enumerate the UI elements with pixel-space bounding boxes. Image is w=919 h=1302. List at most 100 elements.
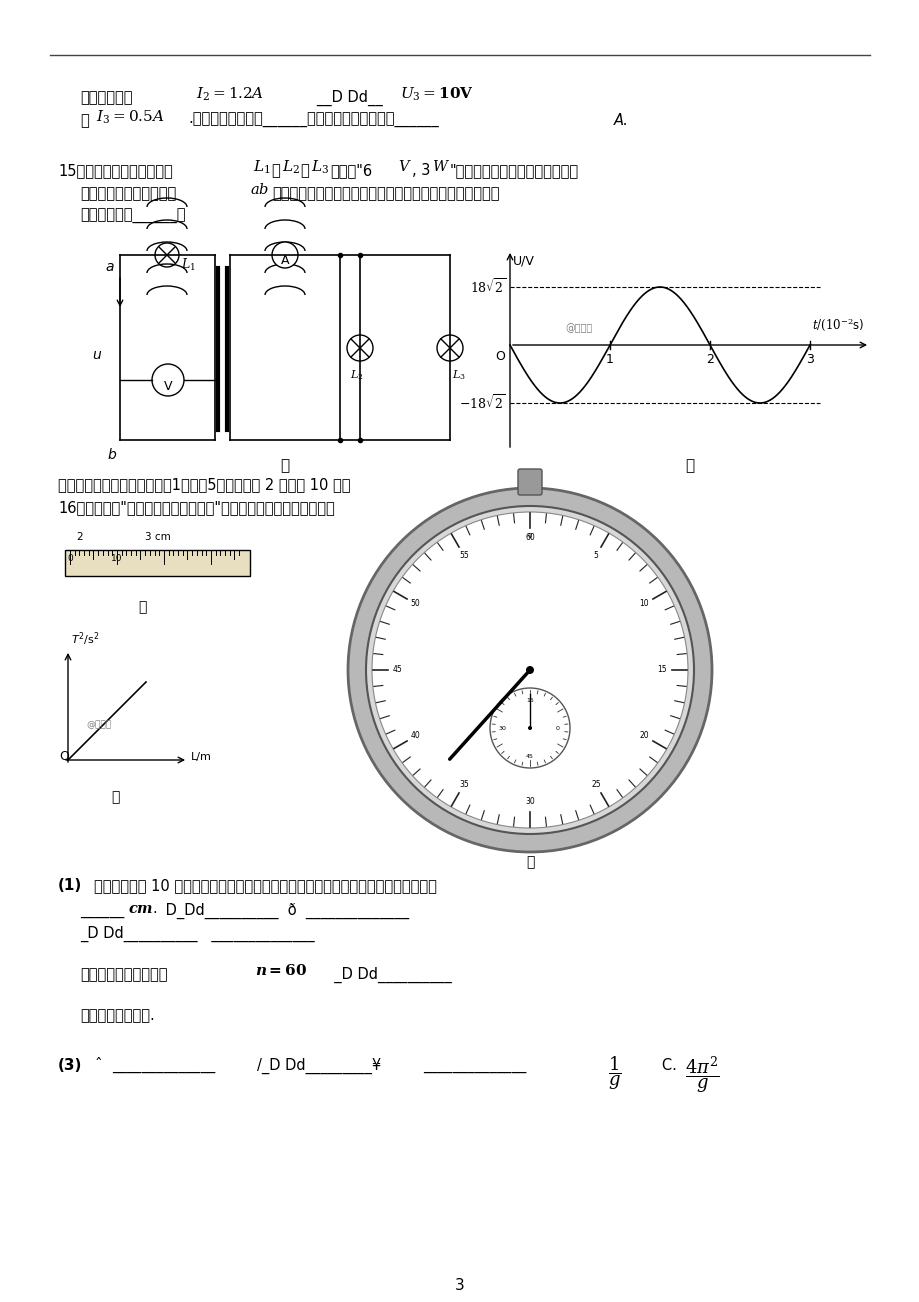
Text: 、: 、 — [300, 163, 309, 178]
Text: 丙: 丙 — [110, 790, 119, 805]
Text: 16、某同学在"用单摆测定重力加速度"的实验中进行了如下的操作：: 16、某同学在"用单摆测定重力加速度"的实验中进行了如下的操作： — [58, 500, 335, 516]
Text: __D Dd__: __D Dd__ — [302, 90, 382, 107]
Text: $18\sqrt{2}$: $18\sqrt{2}$ — [469, 277, 505, 297]
Text: b: b — [108, 448, 117, 462]
Circle shape — [371, 512, 687, 828]
Text: L/m: L/m — [191, 753, 211, 762]
Text: $-18\sqrt{2}$: $-18\sqrt{2}$ — [459, 393, 505, 413]
Text: 15: 15 — [656, 665, 666, 674]
Text: 为: 为 — [80, 113, 88, 128]
Circle shape — [437, 335, 462, 361]
Text: u: u — [92, 348, 101, 362]
Text: $I_2 = 1.2A$: $I_2 = 1.2A$ — [196, 86, 264, 103]
Text: 甲: 甲 — [138, 600, 146, 615]
Text: $\dfrac{1}{g}$: $\dfrac{1}{g}$ — [607, 1055, 621, 1091]
Text: $ab$: $ab$ — [250, 182, 269, 197]
Text: 2: 2 — [705, 353, 713, 366]
Text: 60: 60 — [525, 534, 534, 543]
Text: ______________: ______________ — [423, 1059, 526, 1073]
Text: 10: 10 — [639, 599, 649, 608]
Text: , 3: , 3 — [412, 163, 430, 178]
Text: 端接如图乙所示的交变电压时，三只灯泡均正常发光。则电: 端接如图乙所示的交变电压时，三只灯泡均正常发光。则电 — [272, 186, 499, 201]
Text: 15: 15 — [526, 698, 533, 703]
Text: V: V — [164, 379, 172, 392]
Text: 甲: 甲 — [280, 458, 289, 473]
Text: O: O — [494, 350, 505, 363]
Text: 10: 10 — [111, 553, 122, 562]
Text: 低点记一次数，当数到: 低点记一次数，当数到 — [80, 967, 167, 982]
Text: 45: 45 — [392, 665, 403, 674]
FancyBboxPatch shape — [517, 469, 541, 495]
Text: ______________: ______________ — [112, 1059, 215, 1073]
Text: 乙: 乙 — [526, 855, 534, 868]
Text: /_D Dd_________¥: /_D Dd_________¥ — [256, 1059, 380, 1074]
Text: .则乙线圈的匝数为______匝，原线圈中的电流为______: .则乙线圈的匝数为______匝，原线圈中的电流为______ — [187, 113, 438, 128]
Text: 3: 3 — [805, 353, 813, 366]
Text: C.: C. — [647, 1059, 676, 1073]
Text: 0: 0 — [528, 533, 532, 539]
Circle shape — [347, 488, 711, 852]
Text: $\boldsymbol{L_1}$: $\boldsymbol{L_1}$ — [253, 159, 270, 176]
Text: @正确云: @正确云 — [564, 323, 592, 333]
Text: 5: 5 — [593, 551, 597, 560]
Text: 乙: 乙 — [685, 458, 694, 473]
Text: 保留三位有效数字.: 保留三位有效数字. — [80, 1008, 154, 1023]
Text: 2: 2 — [76, 533, 84, 542]
Text: 、: 、 — [271, 163, 279, 178]
Text: $\boldsymbol{cm.}$: $\boldsymbol{cm.}$ — [128, 901, 157, 917]
Text: O: O — [59, 750, 69, 763]
Text: 55: 55 — [459, 551, 469, 560]
Text: 3 cm: 3 cm — [145, 533, 171, 542]
FancyBboxPatch shape — [65, 549, 250, 575]
Text: 25: 25 — [591, 780, 600, 789]
Text: $\dfrac{4\pi^2}{g}$: $\dfrac{4\pi^2}{g}$ — [685, 1055, 719, 1095]
Circle shape — [152, 365, 184, 396]
Text: (3): (3) — [58, 1059, 83, 1073]
Circle shape — [154, 243, 179, 267]
Text: 线圈中电流为: 线圈中电流为 — [80, 90, 132, 105]
Text: $W$: $W$ — [432, 159, 449, 174]
Text: 20: 20 — [639, 732, 649, 741]
Text: 0: 0 — [67, 553, 73, 562]
Text: $\boldsymbol{L_2}$: $\boldsymbol{L_2}$ — [282, 159, 300, 176]
Text: $\boldsymbol{L_3}$: $\boldsymbol{L_3}$ — [311, 159, 329, 176]
Text: ˆ: ˆ — [95, 1059, 103, 1073]
Circle shape — [528, 727, 531, 730]
Text: _D Dd__________: _D Dd__________ — [324, 967, 451, 983]
Text: $t/(10^{-2}$s): $t/(10^{-2}$s) — [811, 316, 864, 333]
Text: 各电表均为理想电表，当: 各电表均为理想电表，当 — [80, 186, 176, 201]
Text: A.: A. — [613, 113, 629, 128]
Text: $\boldsymbol{U_3} = \mathbf{10V}$: $\boldsymbol{U_3} = \mathbf{10V}$ — [400, 86, 473, 103]
Text: D_Dd__________  ð  ______________: D_Dd__________ ð ______________ — [161, 904, 409, 919]
Text: $L_1$: $L_1$ — [181, 256, 196, 273]
Text: 3: 3 — [455, 1279, 464, 1293]
Text: 压表的示数为______。: 压表的示数为______。 — [80, 210, 186, 224]
Circle shape — [346, 335, 372, 361]
Circle shape — [272, 242, 298, 268]
Text: 30: 30 — [497, 725, 505, 730]
Text: $I_3 = 0.5A$: $I_3 = 0.5A$ — [96, 109, 165, 126]
Text: (1): (1) — [58, 878, 82, 893]
Text: 为三只"6: 为三只"6 — [330, 163, 371, 178]
Text: A: A — [280, 254, 289, 267]
Text: ______: ______ — [80, 904, 133, 918]
Text: _D Dd__________   ______________: _D Dd__________ ______________ — [80, 926, 314, 943]
Text: 45: 45 — [526, 754, 533, 759]
Text: 用游标尺上有 10 个小格的游标卡尺测量摆球的直径如图甲所示，可读出摆球的直径为: 用游标尺上有 10 个小格的游标卡尺测量摆球的直径如图甲所示，可读出摆球的直径为 — [94, 878, 437, 893]
Text: 1: 1 — [606, 353, 613, 366]
Circle shape — [366, 506, 693, 835]
Text: $L_3$: $L_3$ — [451, 368, 465, 381]
Text: a: a — [105, 260, 113, 273]
Text: 30: 30 — [525, 798, 534, 806]
Text: 50: 50 — [411, 599, 420, 608]
Text: 35: 35 — [459, 780, 469, 789]
Text: U/V: U/V — [513, 255, 534, 268]
Text: 0: 0 — [555, 725, 560, 730]
Text: 40: 40 — [411, 732, 420, 741]
Text: $V$: $V$ — [398, 159, 412, 174]
Circle shape — [526, 667, 533, 674]
Text: 15、在如图甲所示电路中，: 15、在如图甲所示电路中， — [58, 163, 173, 178]
Text: "的灯泡，变压器为理想变压器，: "的灯泡，变压器为理想变压器， — [449, 163, 578, 178]
Text: $\boldsymbol{n = 60}$: $\boldsymbol{n = 60}$ — [255, 963, 307, 978]
Text: $T^2$/s$^2$: $T^2$/s$^2$ — [71, 630, 99, 648]
